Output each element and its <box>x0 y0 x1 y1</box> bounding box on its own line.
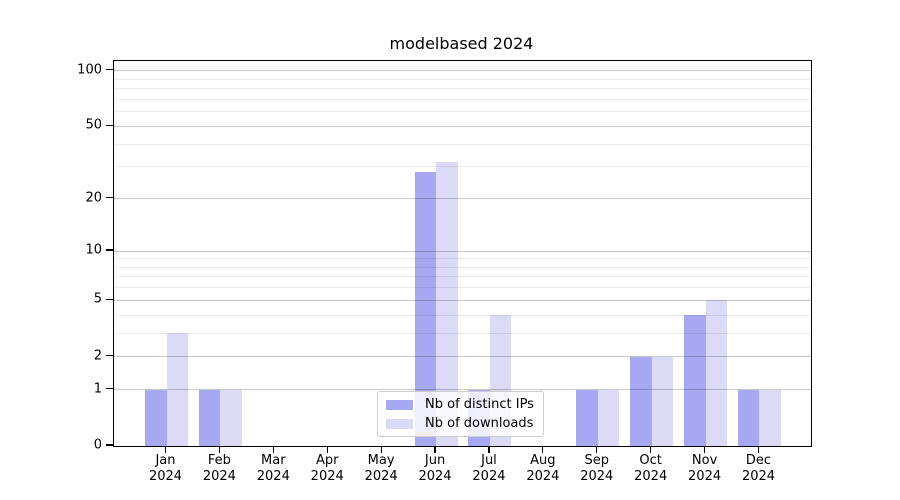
bar-downloads-feb <box>220 389 242 446</box>
x-tick-label-dec: Dec 2024 <box>741 453 776 484</box>
y-tick-label-0: 0 <box>93 437 102 453</box>
x-tick-label-aug: Aug 2024 <box>526 453 560 484</box>
legend-swatch-distinct-ips <box>386 399 413 410</box>
gridline-major-100 <box>114 70 811 72</box>
x-tick-label-jan: Jan 2024 <box>148 453 183 484</box>
bar-distinct-ips-feb <box>198 389 221 446</box>
legend: Nb of distinct IPs Nb of downloads <box>377 391 544 437</box>
legend-label-distinct-ips: Nb of distinct IPs <box>425 397 534 412</box>
x-tick-label-may: May 2024 <box>364 453 398 484</box>
x-tick-nov <box>703 446 706 454</box>
y-tick-label-10: 10 <box>85 242 102 258</box>
bar-distinct-ips-oct <box>630 356 652 446</box>
y-tick-1 <box>106 388 113 390</box>
gridline-minor-6 <box>114 287 811 289</box>
y-tick-20 <box>106 196 113 199</box>
x-tick-may <box>380 446 382 454</box>
bar-downloads-sep <box>597 389 620 446</box>
y-tick-label-50: 50 <box>85 117 102 133</box>
gridline-minor-3 <box>114 332 811 334</box>
plot-area <box>113 60 812 447</box>
x-tick-sep <box>596 446 598 454</box>
x-tick-apr <box>326 446 328 454</box>
bar-distinct-ips-dec <box>737 389 760 446</box>
x-tick-jul <box>488 446 490 454</box>
legend-label-downloads: Nb of downloads <box>425 416 534 431</box>
x-tick-jan <box>164 446 167 454</box>
x-tick-label-jul: Jul 2024 <box>472 453 506 484</box>
gridline-major-10 <box>114 250 811 252</box>
x-tick-label-feb: Feb 2024 <box>202 453 236 484</box>
x-tick-aug <box>542 446 544 454</box>
gridline-minor-60 <box>114 111 811 113</box>
x-tick-label-jun: Jun 2024 <box>418 453 452 484</box>
y-tick-label-20: 20 <box>85 190 102 205</box>
x-tick-label-mar: Mar 2024 <box>256 453 290 484</box>
chart-title: modelbased 2024 <box>389 34 534 53</box>
x-tick-label-nov: Nov 2024 <box>688 453 722 484</box>
gridline-minor-30 <box>114 166 811 168</box>
y-tick-2 <box>106 355 113 357</box>
gridline-minor-70 <box>114 98 811 100</box>
gridline-minor-8 <box>114 266 811 268</box>
gridline-minor-90 <box>114 78 811 80</box>
x-tick-mar <box>272 446 274 454</box>
legend-swatch-downloads <box>386 418 413 429</box>
x-tick-label-oct: Oct 2024 <box>634 453 668 484</box>
y-tick-label-5: 5 <box>93 291 102 307</box>
gridline-minor-80 <box>114 88 811 90</box>
gridline-minor-4 <box>114 314 811 316</box>
gridline-minor-9 <box>114 258 811 260</box>
bar-distinct-ips-nov <box>684 315 706 446</box>
x-tick-jun <box>434 446 436 454</box>
y-tick-50 <box>106 124 113 126</box>
y-tick-label-1: 1 <box>93 381 102 397</box>
bar-distinct-ips-sep <box>576 389 598 446</box>
y-tick-label-2: 2 <box>93 348 102 364</box>
legend-item-downloads: Nb of downloads <box>378 416 543 431</box>
bar-downloads-dec <box>759 389 781 446</box>
x-tick-feb <box>218 446 220 454</box>
gridline-minor-40 <box>114 143 811 145</box>
gridline-major-2 <box>114 356 811 358</box>
y-tick-100 <box>106 69 113 71</box>
x-tick-label-apr: Apr 2024 <box>310 453 344 484</box>
bar-downloads-jun <box>436 161 458 446</box>
y-tick-label-100: 100 <box>77 62 102 78</box>
gridline-major-50 <box>114 125 811 127</box>
gridline-minor-7 <box>114 276 811 278</box>
y-tick-0 <box>106 444 113 446</box>
bar-downloads-nov <box>705 300 728 446</box>
bar-downloads-jan <box>166 333 188 446</box>
bar-distinct-ips-jun <box>414 172 437 446</box>
y-tick-10 <box>106 249 113 251</box>
bar-downloads-oct <box>651 356 674 446</box>
x-tick-dec <box>757 446 760 454</box>
y-tick-5 <box>106 298 113 300</box>
legend-item-distinct-ips: Nb of distinct IPs <box>378 397 543 412</box>
gridline-major-20 <box>114 198 811 199</box>
x-tick-oct <box>650 446 652 454</box>
gridline-major-5 <box>114 299 811 301</box>
bar-distinct-ips-jan <box>145 389 167 446</box>
gridline-major-1 <box>114 389 811 391</box>
x-tick-label-sep: Sep 2024 <box>580 453 614 484</box>
